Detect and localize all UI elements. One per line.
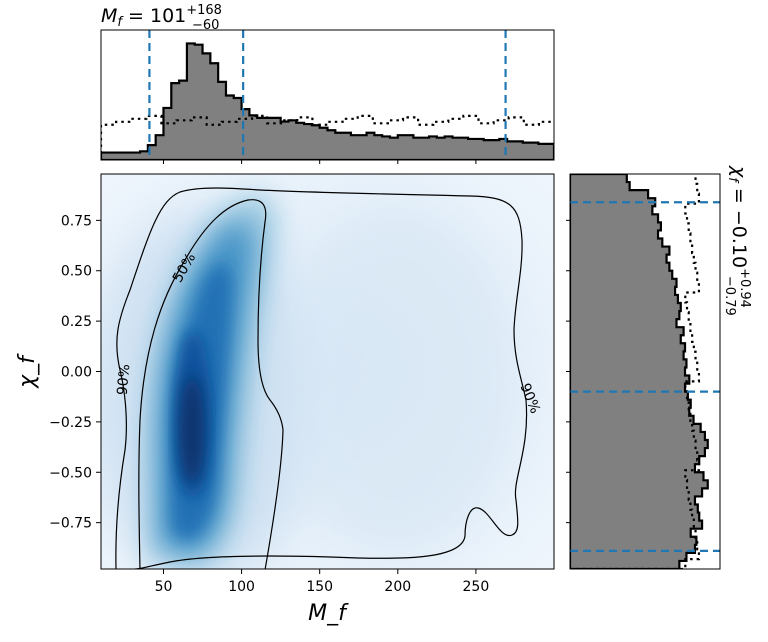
y-tick-label-1: 0.50: [61, 264, 92, 280]
marginal-x-ticks: [162, 160, 477, 164]
credible-contours: [115, 187, 528, 569]
y-tick-label-3: 0.00: [61, 365, 92, 381]
x-axis: 50 100 150 200 250: [155, 569, 490, 595]
mass-posterior-histogram: [101, 42, 554, 160]
mass-quantile-lines: [148, 30, 507, 160]
contour-90: [115, 187, 528, 569]
contour-label-90-left: 90%: [115, 363, 134, 395]
contour-50: [138, 199, 284, 569]
x-axis-label: M_f: [308, 601, 349, 626]
spin-summary-title: χf = −0.10+0.94−0.79: [722, 165, 752, 316]
marginal-x-panel: Mf = 101+168 −60: [100, 3, 555, 164]
y-tick-label-4: −0.25: [49, 415, 92, 431]
y-tick-label-6: −0.75: [49, 516, 92, 532]
spin-posterior-histogram: [570, 174, 709, 569]
x-tick-label-2: 150: [306, 579, 333, 595]
joint-panel: 50% 90% 90% 50 100 150 200 250 0.750.500.250…: [15, 173, 555, 626]
y-axis: 0.75 0.50 0.25 0.00 −0.25 −0.50 −0.75: [49, 213, 101, 532]
marginal-y-ticks: [566, 219, 570, 524]
x-tick-label-4: 250: [463, 579, 490, 595]
spin-quantile-lines: [570, 201, 720, 552]
y-tick-label-5: −0.50: [49, 465, 92, 481]
density-map: [101, 174, 554, 569]
marginal-y-panel: χf = −0.10+0.94−0.79: [566, 165, 752, 570]
x-tick-label-1: 100: [228, 579, 255, 595]
y-tick-label-2: 0.25: [61, 314, 92, 330]
marginal-x-frame: [100, 29, 555, 161]
y-tick-label-0: 0.75: [61, 213, 92, 229]
mass-summary-title: Mf = 101+168 −60: [101, 3, 222, 33]
x-tick-label-0: 50: [155, 579, 173, 595]
y-axis-label: χ_f: [15, 353, 40, 389]
x-tick-label-3: 200: [384, 579, 411, 595]
